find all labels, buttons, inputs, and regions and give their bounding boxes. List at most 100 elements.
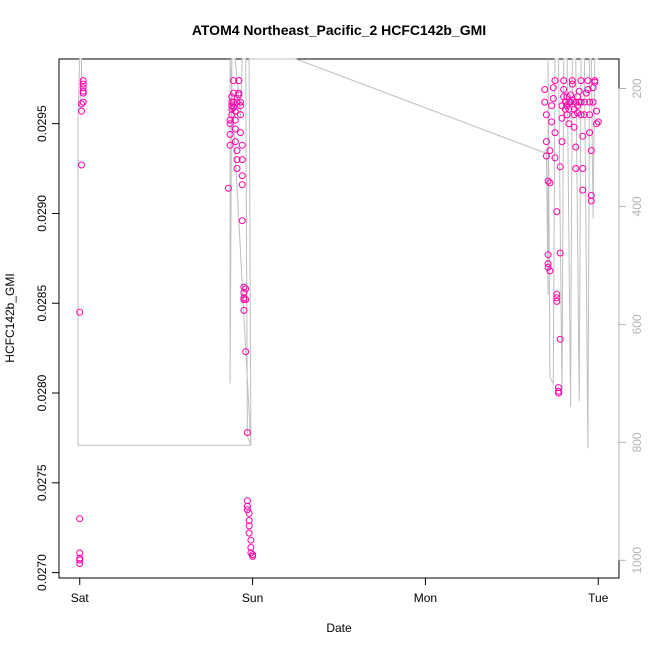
data-point — [78, 161, 85, 169]
y-left-tick-label: 0.0275 — [35, 464, 49, 501]
data-point — [228, 105, 236, 113]
data-point — [556, 249, 564, 257]
data-point — [544, 260, 552, 268]
data-point — [226, 130, 234, 138]
pressure-line — [77, 58, 599, 449]
data-point — [249, 551, 257, 559]
data-point — [553, 294, 561, 302]
y-left-tick-label: 0.0295 — [35, 105, 49, 142]
data-point — [558, 114, 566, 122]
data-point — [79, 87, 87, 95]
x-tick-label: Mon — [414, 591, 437, 605]
data-point — [577, 98, 585, 106]
data-point — [555, 387, 562, 395]
data-point — [76, 560, 84, 568]
pressure-line-layer — [77, 58, 599, 449]
data-point — [546, 179, 554, 187]
data-point — [79, 77, 87, 85]
y-right-axis: 200 400 600 800 1000 — [618, 78, 644, 574]
data-point — [247, 549, 255, 557]
data-point — [568, 96, 576, 104]
data-point — [238, 156, 246, 164]
data-point — [577, 111, 585, 119]
data-point — [237, 98, 244, 106]
data-point — [76, 554, 84, 562]
data-point — [582, 89, 590, 97]
y-left-tick-label: 0.0280 — [35, 374, 49, 411]
data-point — [245, 529, 253, 537]
x-axis-label: Date — [326, 621, 352, 635]
chart-title: ATOM4 Northeast_Pacific_2 HCFC142b_GMI — [192, 22, 486, 38]
data-point — [586, 111, 594, 119]
data-point — [591, 78, 599, 86]
y-axis-label: HCFC142b_GMI — [3, 273, 17, 362]
data-point — [549, 95, 557, 102]
data-point — [541, 98, 549, 106]
plot-frame — [58, 58, 620, 579]
data-point — [231, 125, 239, 133]
data-point — [230, 98, 238, 106]
data-point — [230, 77, 238, 85]
data-point — [568, 80, 576, 88]
data-point — [233, 98, 241, 106]
data-point — [228, 111, 236, 119]
data-point — [235, 77, 243, 85]
data-point — [233, 156, 241, 164]
data-point — [542, 138, 550, 146]
data-point — [555, 384, 562, 392]
data-point — [231, 116, 239, 124]
data-point — [226, 141, 234, 149]
data-point — [76, 549, 84, 557]
data-point — [242, 285, 250, 293]
data-point — [245, 517, 253, 524]
data-point — [79, 80, 87, 88]
data-point — [560, 86, 568, 93]
data-point — [79, 84, 87, 92]
data-point — [243, 429, 251, 436]
data-point — [551, 154, 559, 162]
data-point — [572, 165, 580, 172]
data-point — [560, 77, 568, 85]
y-left-tick-label: 0.0270 — [35, 554, 49, 591]
y-left-tick-label: 0.0290 — [35, 195, 49, 232]
y-left-axis: 0.0270 0.0275 0.0280 0.0285 0.0290 0.0295 — [35, 105, 60, 591]
data-point — [79, 98, 87, 106]
data-point — [579, 186, 587, 194]
data-point — [558, 138, 566, 146]
data-point — [541, 86, 549, 93]
data-point — [548, 118, 556, 126]
data-point — [78, 107, 85, 115]
data-point — [579, 165, 587, 172]
data-point — [544, 177, 552, 185]
data-point — [556, 163, 564, 171]
data-point — [574, 109, 581, 117]
data-point — [240, 306, 248, 314]
data-point — [243, 506, 251, 514]
data-point — [238, 181, 246, 189]
data-point — [233, 165, 241, 172]
data-point — [589, 98, 597, 106]
data-point — [565, 105, 573, 113]
data-point — [228, 102, 236, 110]
data-point — [549, 84, 557, 92]
data-point — [544, 263, 552, 271]
data-point — [593, 107, 600, 115]
data-point — [243, 502, 251, 510]
data-point — [237, 102, 244, 110]
data-point — [593, 120, 600, 128]
data-point — [572, 143, 580, 151]
data-point — [230, 104, 238, 111]
data-point — [584, 77, 592, 85]
data-point — [233, 147, 241, 155]
data-point — [586, 98, 594, 106]
data-point — [78, 100, 85, 108]
data-point — [587, 192, 595, 199]
data-point — [587, 197, 595, 205]
data-point — [551, 77, 559, 85]
data-point — [565, 120, 573, 128]
data-point — [238, 217, 246, 225]
data-point — [580, 111, 588, 119]
data-point — [574, 102, 581, 110]
y-right-tick-label: 1000 — [630, 547, 644, 574]
data-point — [245, 509, 253, 517]
